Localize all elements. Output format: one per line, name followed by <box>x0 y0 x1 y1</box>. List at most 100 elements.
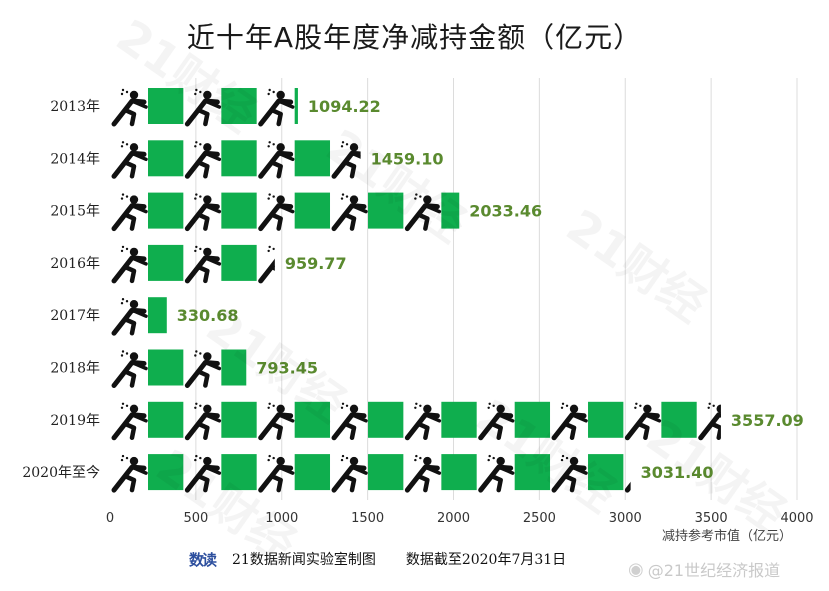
pusher-figure <box>111 454 148 493</box>
footer: 数读 21数据新闻实验室制图 数据截至2020年7月31日 <box>180 547 566 571</box>
bar-block <box>148 140 184 177</box>
bar <box>111 401 721 441</box>
pusher-figure <box>478 454 515 493</box>
pusher-figure <box>184 193 222 232</box>
category-label: 2020年至今 <box>22 465 100 481</box>
bar-block <box>148 192 184 229</box>
pusher-figure <box>258 454 295 493</box>
bar-block <box>148 88 184 124</box>
bar-block <box>514 401 551 438</box>
pusher-figure <box>404 193 442 232</box>
value-label: 793.45 <box>256 359 318 378</box>
bar-block <box>221 88 257 124</box>
pusher-figure <box>331 193 368 232</box>
pusher-figure <box>624 402 662 441</box>
category-label: 2018年 <box>50 361 100 377</box>
pusher-figure <box>404 454 442 493</box>
pusher-figure <box>258 402 295 441</box>
bar <box>111 297 167 336</box>
pusher-figure <box>478 402 515 441</box>
pusher-figure <box>184 141 222 179</box>
bar <box>111 88 298 127</box>
x-tick-label: 1500 <box>351 511 384 526</box>
pusher-figure <box>111 298 148 336</box>
category-label: 2013年 <box>50 99 100 115</box>
footer-credit: 21数据新闻实验室制图 <box>232 552 376 568</box>
pusher-figure <box>184 402 222 441</box>
bar-block <box>368 454 404 491</box>
pusher-figure <box>331 402 368 441</box>
bar-block <box>221 140 257 177</box>
pusher-figure <box>111 402 148 441</box>
pusher-figure <box>111 245 148 284</box>
x-tick-label: 2000 <box>437 511 470 526</box>
pusher-figure <box>111 141 148 179</box>
weibo-logo-icon: ◉ <box>628 558 644 580</box>
pusher-figure <box>258 193 295 232</box>
pusher-figure <box>258 245 275 284</box>
category-label: 2019年 <box>50 413 100 429</box>
bar-block <box>368 401 404 438</box>
bar-block <box>148 454 184 491</box>
x-tick-label: 500 <box>183 511 208 526</box>
bar-block <box>221 192 257 229</box>
bar-block <box>294 88 298 124</box>
bar-block <box>294 401 331 438</box>
category-label: 2016年 <box>50 256 100 272</box>
category-label: 2017年 <box>50 308 100 324</box>
pusher-figure <box>698 402 721 441</box>
bar <box>111 140 476 179</box>
footer-note: 数据截至2020年7月31日 <box>405 552 567 568</box>
bar-block <box>148 297 167 334</box>
bar-block <box>221 244 257 281</box>
pusher-figure <box>184 350 222 388</box>
weibo-handle: @21世纪经济报道 <box>647 561 781 580</box>
bar-block <box>661 401 697 438</box>
pusher-figure <box>184 88 222 127</box>
bar-block <box>294 454 331 491</box>
x-tick-label: 3500 <box>695 511 728 526</box>
value-label: 959.77 <box>285 254 347 273</box>
bar-block <box>441 140 476 176</box>
category-label: 2014年 <box>50 151 100 167</box>
bar <box>111 349 247 388</box>
bar-block <box>368 245 403 281</box>
category-label: 2015年 <box>50 204 100 220</box>
x-tick-label: 1000 <box>265 511 298 526</box>
pusher-figure <box>111 193 148 232</box>
bar-block <box>294 140 331 177</box>
bar-block <box>221 454 257 491</box>
logo: 数读 <box>188 550 217 569</box>
pusher-figure <box>404 402 442 441</box>
value-label: 330.68 <box>177 306 239 325</box>
bar-block <box>441 401 477 438</box>
pusher-figure <box>258 141 295 179</box>
x-tick-label: 3000 <box>609 511 642 526</box>
pusher-figure <box>551 402 588 441</box>
pusher-figure <box>184 245 222 284</box>
pusher-figure <box>331 454 368 493</box>
x-tick-label: 2500 <box>523 511 556 526</box>
bar <box>111 244 403 284</box>
bar <box>111 454 770 493</box>
pusher-figure <box>111 88 148 127</box>
x-tick-label: 4000 <box>780 511 813 526</box>
bar-block <box>221 401 257 438</box>
bar-block <box>148 401 184 438</box>
x-tick-label: 0 <box>106 511 114 526</box>
pusher-figure <box>551 454 588 493</box>
pusher-figure <box>258 88 295 127</box>
value-label: 3557.09 <box>731 411 804 430</box>
bar-block <box>221 349 247 386</box>
pusher-figure <box>111 350 148 388</box>
bar-block <box>441 454 477 491</box>
bar-block <box>514 454 551 491</box>
x-axis-label: 减持参考市值（亿元） <box>662 529 793 544</box>
weibo-credit: ◉ @21世纪经济报道 <box>628 557 780 581</box>
value-label: 1459.10 <box>371 149 444 168</box>
bar-block <box>735 454 770 490</box>
value-label: 2033.46 <box>469 202 542 221</box>
pusher-figure <box>184 454 222 493</box>
value-label: 3031.40 <box>641 463 714 482</box>
